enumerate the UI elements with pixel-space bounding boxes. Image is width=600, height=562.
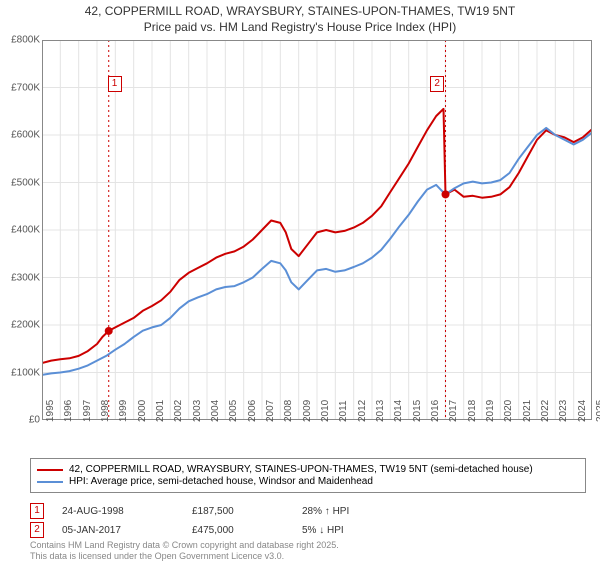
transaction-table: 1 24-AUG-1998£187,50028% ↑ HPI 2 05-JAN-201… [30, 500, 349, 541]
plot-svg [42, 40, 592, 420]
x-axis-label: 2003 [192, 400, 203, 422]
x-axis-label: 2019 [485, 400, 496, 422]
x-axis-label: 2014 [393, 400, 404, 422]
x-axis-label: 2002 [173, 400, 184, 422]
chart-title: 42, COPPERMILL ROAD, WRAYSBURY, STAINES-… [0, 0, 600, 35]
x-axis-label: 2007 [265, 400, 276, 422]
y-axis-label: £200K [11, 320, 40, 331]
event-marker: 2 [430, 76, 444, 92]
transaction-price: £475,000 [192, 525, 302, 536]
x-axis-label: 2004 [210, 400, 221, 422]
x-axis-label: 2015 [412, 400, 423, 422]
x-axis-label: 1998 [100, 400, 111, 422]
legend: 42, COPPERMILL ROAD, WRAYSBURY, STAINES-… [30, 458, 586, 493]
transaction-delta: 28% ↑ HPI [302, 506, 349, 517]
y-axis-label: £600K [11, 130, 40, 141]
x-axis-label: 2001 [155, 400, 166, 422]
event-marker: 1 [108, 76, 122, 92]
transaction-date: 05-JAN-2017 [62, 525, 192, 536]
transaction-marker: 1 [30, 503, 44, 519]
chart-container: 42, COPPERMILL ROAD, WRAYSBURY, STAINES-… [0, 0, 600, 560]
x-axis-label: 2000 [137, 400, 148, 422]
x-axis-label: 2022 [540, 400, 551, 422]
x-axis-label: 1995 [45, 400, 56, 422]
x-axis-label: 2021 [522, 400, 533, 422]
y-axis-label: £700K [11, 82, 40, 93]
plot-area: £0£100K£200K£300K£400K£500K£600K£700K£80… [42, 40, 592, 420]
x-axis-label: 2012 [357, 400, 368, 422]
x-axis-label: 2005 [228, 400, 239, 422]
legend-row: 42, COPPERMILL ROAD, WRAYSBURY, STAINES-… [37, 464, 579, 475]
y-axis-label: £300K [11, 272, 40, 283]
x-axis-label: 2025 [595, 400, 600, 422]
x-axis-label: 2006 [247, 400, 258, 422]
x-axis-label: 2017 [448, 400, 459, 422]
legend-swatch [37, 469, 63, 471]
attribution-footer: Contains HM Land Registry data © Crown c… [30, 540, 339, 562]
x-axis-label: 1997 [82, 400, 93, 422]
x-axis-label: 2008 [283, 400, 294, 422]
transaction-marker: 2 [30, 522, 44, 538]
x-axis-label: 2016 [430, 400, 441, 422]
x-axis-label: 2011 [338, 400, 349, 422]
legend-label: HPI: Average price, semi-detached house,… [69, 476, 373, 487]
x-axis-label: 2023 [558, 400, 569, 422]
y-axis-label: £800K [11, 35, 40, 46]
title-line-1: 42, COPPERMILL ROAD, WRAYSBURY, STAINES-… [85, 4, 516, 18]
footer-line-1: Contains HM Land Registry data © Crown c… [30, 540, 339, 550]
x-axis-label: 2009 [302, 400, 313, 422]
x-axis-label: 1999 [118, 400, 129, 422]
y-axis-label: £500K [11, 177, 40, 188]
transaction-price: £187,500 [192, 506, 302, 517]
x-axis-label: 2013 [375, 400, 386, 422]
y-axis-label: £0 [29, 415, 40, 426]
x-axis-label: 2018 [467, 400, 478, 422]
transaction-delta: 5% ↓ HPI [302, 525, 344, 536]
transaction-row: 2 05-JAN-2017£475,0005% ↓ HPI [30, 522, 349, 538]
footer-line-2: This data is licensed under the Open Gov… [30, 551, 284, 561]
transaction-row: 1 24-AUG-1998£187,50028% ↑ HPI [30, 503, 349, 519]
x-axis-label: 2024 [577, 400, 588, 422]
x-axis-label: 2010 [320, 400, 331, 422]
legend-label: 42, COPPERMILL ROAD, WRAYSBURY, STAINES-… [69, 464, 533, 475]
y-axis-label: £100K [11, 367, 40, 378]
legend-row: HPI: Average price, semi-detached house,… [37, 476, 579, 487]
legend-swatch [37, 481, 63, 483]
x-axis-label: 2020 [503, 400, 514, 422]
title-line-2: Price paid vs. HM Land Registry's House … [144, 20, 456, 34]
x-axis-label: 1996 [63, 400, 74, 422]
transaction-date: 24-AUG-1998 [62, 506, 192, 517]
y-axis-label: £400K [11, 225, 40, 236]
